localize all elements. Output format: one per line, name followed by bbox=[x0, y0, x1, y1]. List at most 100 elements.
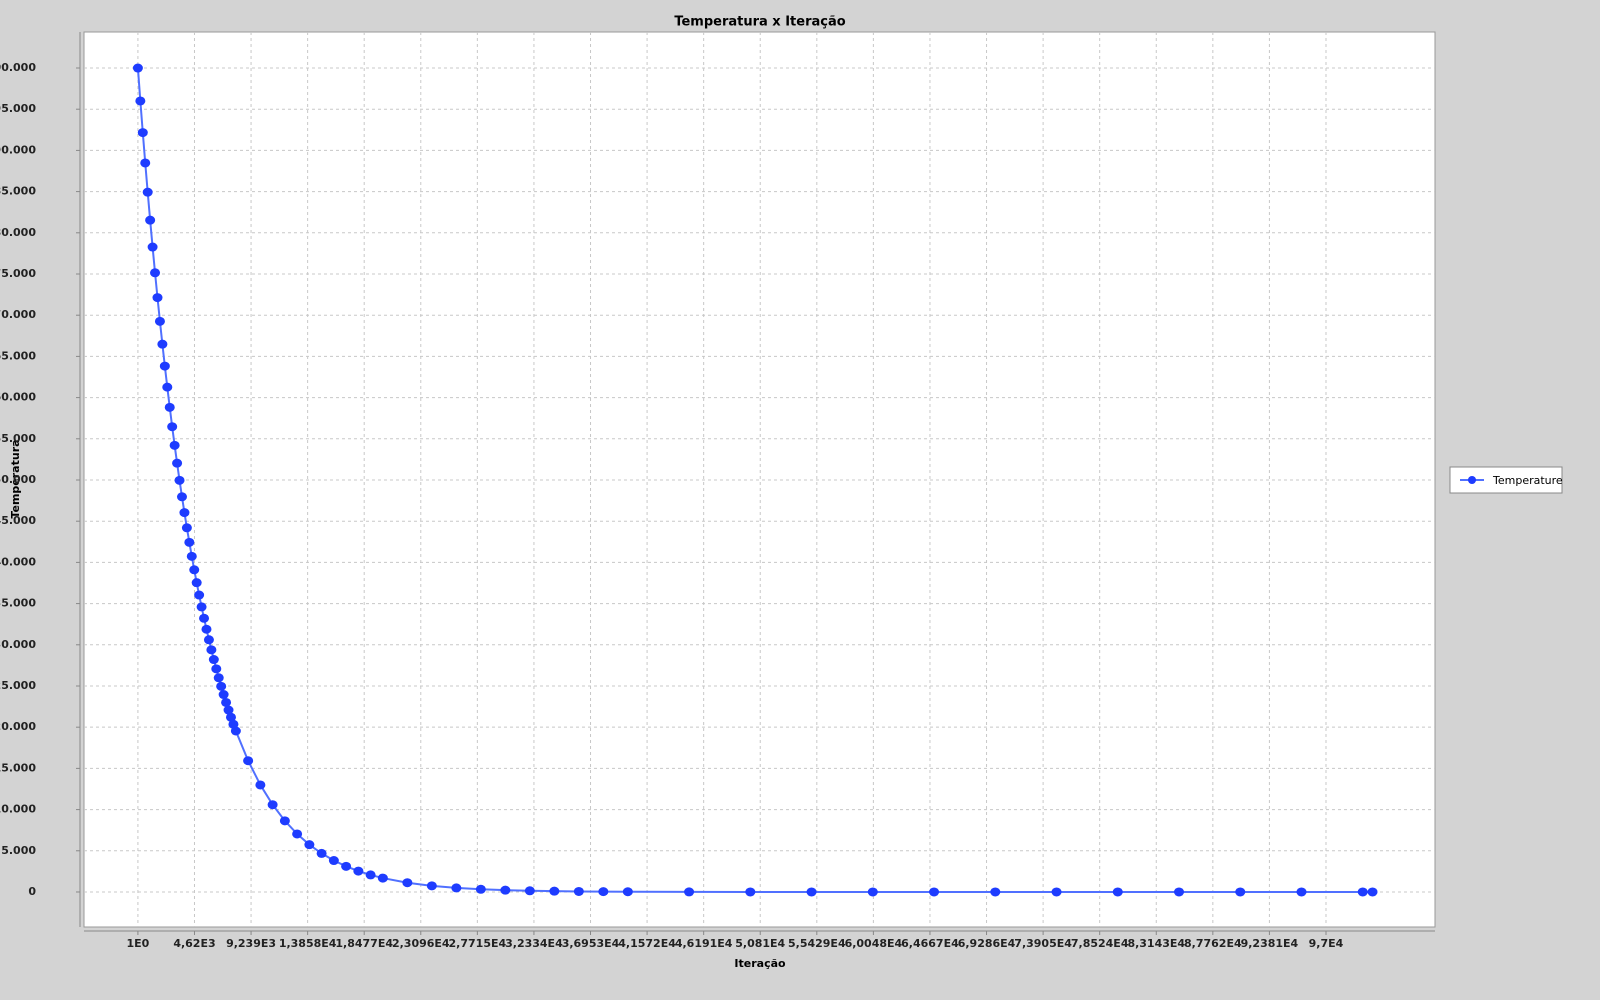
x-tick-label: 9,2381E4 bbox=[1241, 937, 1299, 950]
point bbox=[145, 215, 156, 225]
legend-marker bbox=[1468, 476, 1476, 484]
y-tick-label: 20.000 bbox=[0, 720, 36, 733]
point bbox=[225, 712, 236, 722]
point bbox=[157, 339, 168, 349]
point bbox=[174, 475, 185, 485]
y-tick-label: 35.000 bbox=[0, 597, 36, 610]
x-tick-label: 4,6191E4 bbox=[675, 937, 733, 950]
point bbox=[549, 886, 560, 896]
point bbox=[328, 856, 339, 866]
point bbox=[164, 402, 175, 412]
point bbox=[189, 565, 200, 575]
point bbox=[154, 316, 165, 326]
point bbox=[176, 492, 187, 502]
point bbox=[316, 848, 327, 858]
point bbox=[304, 840, 315, 850]
point bbox=[475, 884, 486, 894]
point bbox=[199, 613, 210, 623]
point bbox=[191, 578, 202, 588]
y-tick-label: 95.000 bbox=[0, 102, 36, 115]
point bbox=[135, 96, 146, 106]
x-axis-title: Iteração bbox=[734, 957, 786, 970]
x-tick-label: 5,081E4 bbox=[735, 937, 785, 950]
x-tick-label: 3,2334E4 bbox=[505, 937, 563, 950]
point bbox=[218, 690, 229, 700]
point bbox=[169, 440, 180, 450]
point bbox=[186, 551, 197, 561]
y-tick-label: 10.000 bbox=[0, 803, 36, 816]
point bbox=[1174, 887, 1185, 897]
point bbox=[622, 887, 633, 897]
point bbox=[500, 885, 511, 895]
point bbox=[426, 881, 437, 891]
x-tick-label: 1,8477E4 bbox=[335, 937, 393, 950]
x-tick-label: 4,1572E4 bbox=[618, 937, 676, 950]
y-tick-label: 25.000 bbox=[0, 679, 36, 692]
point bbox=[162, 382, 173, 392]
point bbox=[402, 878, 413, 888]
point bbox=[365, 870, 376, 880]
chart-title: Temperatura x Iteração bbox=[674, 15, 845, 30]
x-tick-label: 8,3143E4 bbox=[1127, 937, 1185, 950]
x-tick-label: 6,0048E4 bbox=[845, 937, 903, 950]
point bbox=[137, 128, 148, 138]
point bbox=[223, 705, 234, 715]
point bbox=[1296, 887, 1307, 897]
point bbox=[990, 887, 1001, 897]
point bbox=[745, 887, 756, 897]
point bbox=[255, 780, 266, 790]
point bbox=[867, 887, 878, 897]
y-tick-label: 0 bbox=[28, 885, 36, 898]
point bbox=[181, 523, 192, 533]
y-tick-label: 60.000 bbox=[0, 391, 36, 404]
point bbox=[142, 187, 153, 197]
point bbox=[216, 681, 227, 691]
point bbox=[451, 883, 462, 893]
y-tick-label: 100.000 bbox=[0, 61, 36, 74]
y-tick-label: 90.000 bbox=[0, 143, 36, 156]
point bbox=[806, 887, 817, 897]
point bbox=[147, 242, 158, 252]
point bbox=[684, 887, 695, 897]
y-tick-label: 85.000 bbox=[0, 185, 36, 198]
point bbox=[196, 602, 207, 612]
y-tick-label: 15.000 bbox=[0, 761, 36, 774]
x-tick-label: 7,3905E4 bbox=[1014, 937, 1072, 950]
y-tick-label: 80.000 bbox=[0, 226, 36, 239]
point bbox=[159, 361, 170, 371]
point bbox=[524, 886, 535, 896]
point bbox=[598, 887, 609, 897]
y-tick-label: 40.000 bbox=[0, 555, 36, 568]
y-tick-label: 55.000 bbox=[0, 432, 36, 445]
point bbox=[132, 63, 143, 73]
point bbox=[201, 624, 212, 634]
point bbox=[1051, 887, 1062, 897]
legend-label: Temperature bbox=[1492, 474, 1563, 487]
y-tick-label: 5.000 bbox=[1, 844, 36, 857]
x-tick-label: 1E0 bbox=[126, 937, 149, 950]
x-tick-label: 3,6953E4 bbox=[562, 937, 620, 950]
point bbox=[243, 756, 254, 766]
point bbox=[184, 537, 195, 547]
y-tick-label: 65.000 bbox=[0, 349, 36, 362]
point bbox=[1235, 887, 1246, 897]
x-tick-label: 6,4667E4 bbox=[901, 937, 959, 950]
x-tick-label: 4,62E3 bbox=[173, 937, 215, 950]
point bbox=[140, 158, 151, 168]
legend: Temperature bbox=[1449, 466, 1563, 494]
point bbox=[203, 635, 214, 645]
point bbox=[353, 866, 364, 876]
point bbox=[279, 816, 290, 826]
x-tick-label: 6,9286E4 bbox=[958, 937, 1016, 950]
point bbox=[208, 655, 219, 665]
point bbox=[929, 887, 940, 897]
point bbox=[194, 590, 205, 600]
point bbox=[1112, 887, 1123, 897]
x-tick-label: 9,7E4 bbox=[1309, 937, 1344, 950]
y-tick-label: 45.000 bbox=[0, 514, 36, 527]
y-tick-label: 70.000 bbox=[0, 308, 36, 321]
point bbox=[377, 873, 388, 883]
point bbox=[1357, 887, 1368, 897]
point bbox=[230, 726, 241, 736]
x-tick-label: 5,5429E4 bbox=[788, 937, 846, 950]
